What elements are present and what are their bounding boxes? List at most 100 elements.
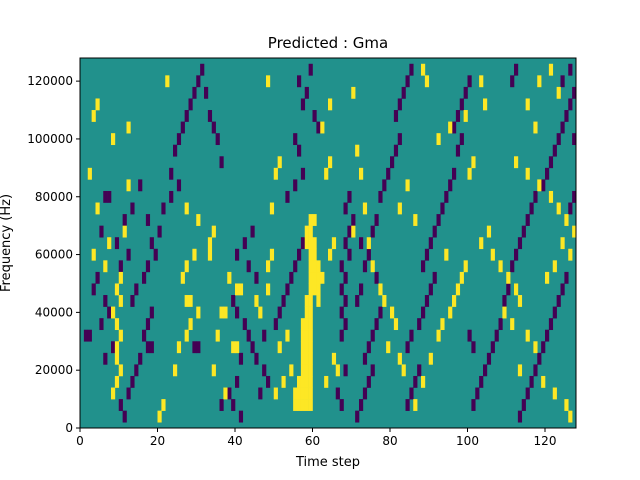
heatmap-cell-high: [463, 260, 468, 273]
heatmap-cell-low: [362, 260, 368, 273]
heatmap-cell-high: [157, 410, 162, 423]
heatmap-cell-high: [490, 248, 495, 261]
heatmap-cell-low: [293, 260, 298, 273]
heatmap-cell-high: [238, 283, 244, 296]
heatmap-cell-high: [328, 248, 333, 261]
plot-frame: [79, 57, 577, 429]
heatmap-cell-high: [514, 156, 519, 169]
heatmap-cell-low: [393, 110, 399, 122]
heatmap-cell-high: [510, 318, 515, 331]
heatmap-cell-high: [111, 306, 116, 319]
heatmap-cell-low: [529, 375, 534, 388]
heatmap-cell-high: [308, 318, 313, 331]
heatmap-cell-low: [130, 202, 135, 215]
y-tick-label: 20000: [35, 363, 73, 377]
heatmap-cell-high: [502, 306, 507, 319]
heatmap-cell-low: [176, 179, 182, 192]
heatmap-cell-low: [448, 179, 453, 192]
heatmap-cell-high: [335, 364, 340, 377]
heatmap-cell-low: [374, 271, 379, 284]
heatmap-cell-high: [316, 260, 321, 273]
heatmap-cell-low: [138, 352, 143, 365]
heatmap-cell-low: [417, 318, 422, 331]
heatmap-cell-low: [560, 283, 565, 296]
heatmap-cell-low: [479, 375, 484, 388]
heatmap-cell-high: [293, 387, 298, 400]
heatmap-cell-low: [107, 190, 112, 203]
heatmap-cell-low: [312, 110, 317, 122]
heatmap-cell-high: [405, 179, 410, 192]
heatmap-cell-high: [564, 214, 569, 226]
heatmap-cell-high: [118, 295, 123, 307]
heatmap-cell-low: [432, 225, 437, 238]
heatmap-cell-low: [413, 375, 418, 388]
heatmap-cell-high: [467, 167, 472, 180]
heatmap-cell-high: [393, 318, 399, 331]
heatmap-cell-low: [514, 248, 519, 261]
heatmap-cell-high: [308, 295, 313, 307]
heatmap-cell-high: [300, 399, 306, 411]
heatmap-cell-low: [142, 329, 147, 342]
heatmap-cell-low: [343, 202, 348, 215]
heatmap-cell-low: [548, 156, 554, 169]
heatmap-cell-low: [254, 271, 259, 284]
heatmap-cell-high: [196, 306, 201, 319]
heatmap-cell-high: [231, 341, 236, 354]
heatmap-cell-high: [176, 341, 182, 354]
heatmap-cell-high: [266, 75, 271, 88]
heatmap-cell-low: [502, 295, 507, 307]
heatmap-cell-low: [339, 399, 344, 411]
heatmap-cell-high: [114, 318, 120, 331]
heatmap-cell-low: [231, 399, 236, 411]
heatmap-cell-low: [134, 364, 139, 377]
heatmap-cell-high: [184, 260, 189, 273]
heatmap-cell-low: [87, 329, 92, 342]
heatmap-cell-high: [91, 248, 96, 261]
heatmap-cell-low: [122, 214, 127, 226]
heatmap-cell-low: [572, 133, 577, 146]
heatmap-cell-low: [374, 214, 379, 226]
heatmap-cell-low: [525, 214, 530, 226]
heatmap-cell-low: [440, 202, 445, 215]
heatmap-cell-low: [192, 86, 197, 99]
heatmap-cell-high: [506, 271, 511, 284]
heatmap-cell-low: [176, 133, 182, 146]
heatmap-cell-low: [548, 318, 554, 331]
heatmap-cell-low: [564, 110, 569, 122]
heatmap-cell-high: [114, 352, 120, 365]
heatmap-cell-low: [231, 295, 236, 307]
heatmap-cell-high: [440, 318, 445, 331]
heatmap-cell-low: [114, 237, 120, 250]
heatmap-cell-high: [444, 248, 449, 261]
heatmap-cell-high: [397, 202, 402, 215]
heatmap-cell-low: [475, 387, 480, 400]
heatmap-cell-high: [498, 260, 503, 273]
heatmap-cell-high: [300, 375, 306, 388]
heatmap-cell-high: [184, 329, 189, 342]
heatmap-cell-low: [467, 329, 472, 342]
heatmap-cell-low: [521, 399, 526, 411]
heatmap-cell-high: [297, 375, 302, 388]
heatmap-cell-high: [483, 98, 488, 111]
heatmap-cell-low: [572, 190, 577, 203]
heatmap-cell-low: [545, 329, 550, 342]
heatmap-cell-low: [556, 133, 561, 146]
heatmap-cell-high: [312, 237, 317, 250]
heatmap-cell-low: [238, 410, 244, 423]
heatmap-cell-low: [421, 260, 426, 273]
heatmap-cell-low: [289, 271, 294, 284]
heatmap-cell-low: [424, 295, 430, 307]
heatmap-cell-low: [250, 341, 255, 354]
heatmap-cell-high: [285, 329, 290, 342]
heatmap-cell-low: [568, 63, 573, 76]
heatmap-cell-high: [486, 225, 492, 238]
heatmap-cell-high: [122, 225, 127, 238]
heatmap-cell-low: [103, 295, 108, 307]
heatmap-cell-low: [145, 341, 151, 354]
heatmap-cell-low: [192, 341, 197, 354]
heatmap-cell-high: [300, 387, 306, 400]
heatmap-cell-low: [130, 375, 135, 388]
heatmap-cell-high: [312, 283, 317, 296]
x-tick-label: 60: [305, 434, 320, 448]
heatmap-cell-low: [347, 190, 352, 203]
